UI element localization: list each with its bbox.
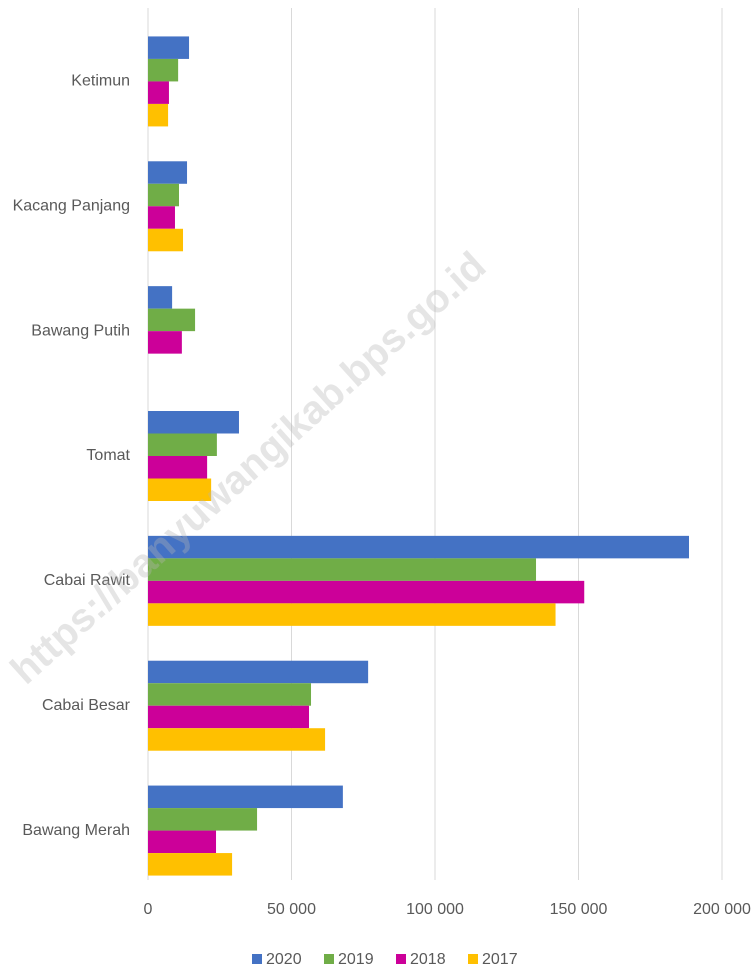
bar: [148, 853, 233, 876]
bar: [148, 456, 208, 479]
x-tick-label: 50 000: [267, 901, 316, 918]
bar: [148, 433, 217, 456]
x-tick-label: 150 000: [550, 901, 608, 918]
bar: [148, 683, 312, 706]
bar: [148, 785, 343, 809]
legend-label: 2017: [482, 951, 518, 968]
legend-label: 2020: [266, 951, 302, 968]
bar: [148, 206, 175, 229]
bar: [148, 103, 169, 127]
legend-swatch: [252, 954, 262, 964]
bar: [148, 478, 212, 501]
category-label: Cabai Besar: [42, 697, 131, 714]
x-tick-label: 0: [144, 901, 153, 918]
legend-label: 2018: [410, 951, 446, 968]
bar: [148, 58, 179, 82]
bar: [148, 411, 239, 434]
category-label: Bawang Merah: [22, 822, 130, 839]
bar: [148, 286, 173, 309]
bar: [148, 558, 537, 581]
category-label: Kacang Panjang: [13, 198, 130, 215]
bar: [148, 308, 196, 332]
bar: [148, 705, 310, 729]
bar: [148, 161, 188, 184]
category-label: Bawang Putih: [31, 322, 130, 339]
bar: [148, 535, 689, 559]
legend-swatch: [396, 954, 406, 964]
bar: [148, 580, 585, 604]
category-label: Ketimun: [71, 73, 130, 90]
bar: [148, 331, 182, 354]
category-label: Cabai Rawit: [44, 572, 131, 589]
bar: [148, 228, 184, 252]
bar: [148, 660, 369, 684]
category-label: Tomat: [86, 447, 130, 464]
legend-swatch: [468, 954, 478, 964]
bar: [148, 183, 179, 207]
bar: [148, 36, 190, 59]
bar: [148, 808, 258, 831]
x-tick-label: 100 000: [406, 901, 464, 918]
legend-swatch: [324, 954, 334, 964]
bar: [148, 81, 169, 104]
x-tick-label: 200 000: [693, 901, 751, 918]
bar: [148, 728, 326, 751]
bar: [148, 830, 217, 854]
bar: [148, 603, 556, 626]
legend-label: 2019: [338, 951, 374, 968]
